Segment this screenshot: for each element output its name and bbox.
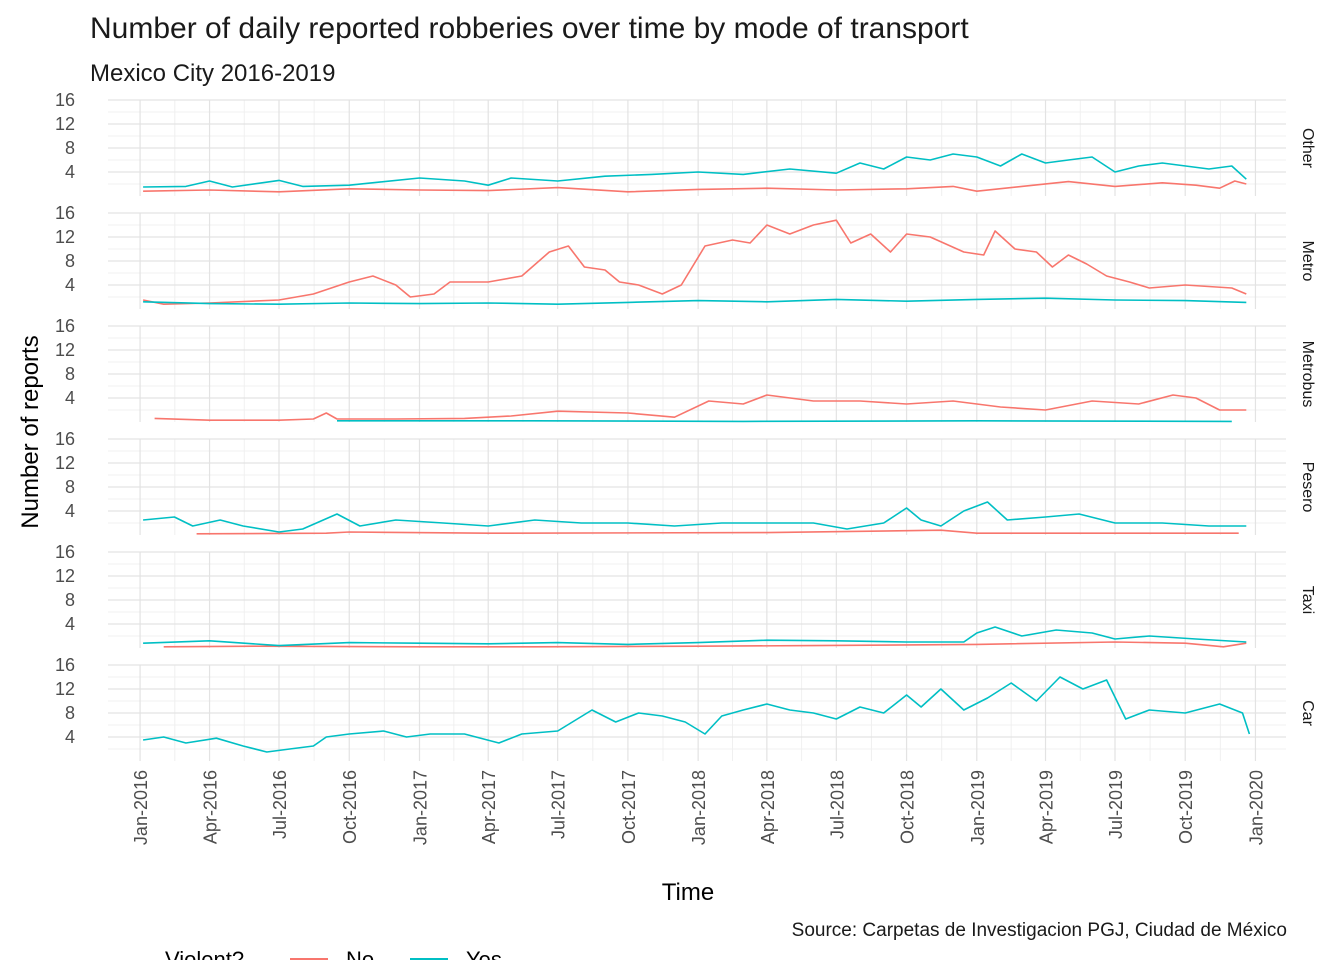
x-tick-label: Jan-2019	[968, 770, 988, 845]
x-tick-label: Oct-2018	[898, 770, 918, 844]
x-tick-label: Oct-2019	[1176, 770, 1196, 844]
strip-label-car: Car	[1299, 700, 1316, 726]
x-tick-label: Apr-2017	[479, 770, 499, 844]
legend-label-no: No	[346, 947, 374, 960]
y-tick-label: 4	[65, 727, 75, 747]
legend-label-yes: Yes	[466, 947, 502, 960]
y-tick-label: 12	[55, 566, 75, 586]
x-tick-label: Jan-2018	[689, 770, 709, 845]
chart-title: Number of daily reported robberies over …	[90, 12, 969, 45]
chart-caption: Source: Carpetas de Investigacion PGJ, C…	[791, 920, 1287, 941]
x-tick-label: Jul-2018	[827, 770, 847, 839]
y-tick-label: 12	[55, 453, 75, 473]
x-tick-label: Jan-2017	[410, 770, 430, 845]
series-line-taxi-yes	[143, 626, 1247, 647]
strip-label-metrobus: Metrobus	[1299, 341, 1316, 408]
strip-label-metro: Metro	[1299, 241, 1316, 282]
y-tick-label: 16	[55, 203, 75, 223]
y-tick-label: 4	[65, 388, 75, 408]
x-tick-label: Apr-2018	[758, 770, 778, 844]
y-tick-label: 4	[65, 614, 75, 634]
chart-subtitle: Mexico City 2016-2019	[90, 60, 336, 87]
y-tick-label: 16	[55, 429, 75, 449]
y-tick-label: 8	[65, 251, 75, 271]
strip-label-other: Other	[1299, 128, 1316, 169]
x-tick-label: Jul-2017	[549, 770, 569, 839]
series-line-metrobus-yes	[337, 419, 1232, 423]
y-tick-label: 4	[65, 162, 75, 182]
y-tick-label: 16	[55, 316, 75, 336]
y-tick-label: 12	[55, 227, 75, 247]
series-line-other-no	[143, 180, 1247, 193]
series-line-metro-yes	[143, 297, 1247, 306]
series-line-pesero-yes	[143, 501, 1247, 533]
y-tick-label: 12	[55, 340, 75, 360]
y-tick-label: 8	[65, 364, 75, 384]
y-tick-label: 4	[65, 275, 75, 295]
series-line-taxi-no	[163, 641, 1247, 648]
y-tick-label: 16	[55, 655, 75, 675]
series-line-pesero-no	[196, 529, 1239, 535]
x-tick-label: Jul-2016	[270, 770, 290, 839]
y-tick-label: 16	[55, 542, 75, 562]
y-tick-label: 12	[55, 114, 75, 134]
x-tick-label: Oct-2016	[340, 770, 360, 844]
y-tick-label: 8	[65, 477, 75, 497]
x-tick-label: Apr-2016	[201, 770, 221, 844]
y-tick-label: 4	[65, 501, 75, 521]
y-tick-label: 16	[55, 90, 75, 110]
series-line-metrobus-no	[154, 394, 1247, 422]
legend-title: Violent?	[165, 947, 244, 960]
x-tick-label: Oct-2017	[619, 770, 639, 844]
x-tick-label: Jul-2019	[1106, 770, 1126, 839]
strip-label-pesero: Pesero	[1299, 462, 1316, 513]
series-line-metro-no	[142, 219, 1247, 306]
y-tick-label: 8	[65, 138, 75, 158]
x-axis-title: Time	[662, 879, 714, 906]
y-axis-title: Number of reports	[17, 335, 44, 528]
x-tick-label: Apr-2019	[1037, 770, 1057, 844]
strip-label-taxi: Taxi	[1299, 586, 1316, 614]
y-tick-label: 8	[65, 703, 75, 723]
x-tick-label: Jan-2020	[1246, 770, 1266, 845]
y-tick-label: 12	[55, 679, 75, 699]
series-line-other-yes	[143, 153, 1247, 188]
series-line-car-yes	[142, 676, 1251, 753]
y-tick-label: 8	[65, 590, 75, 610]
x-tick-label: Jan-2016	[131, 770, 151, 845]
